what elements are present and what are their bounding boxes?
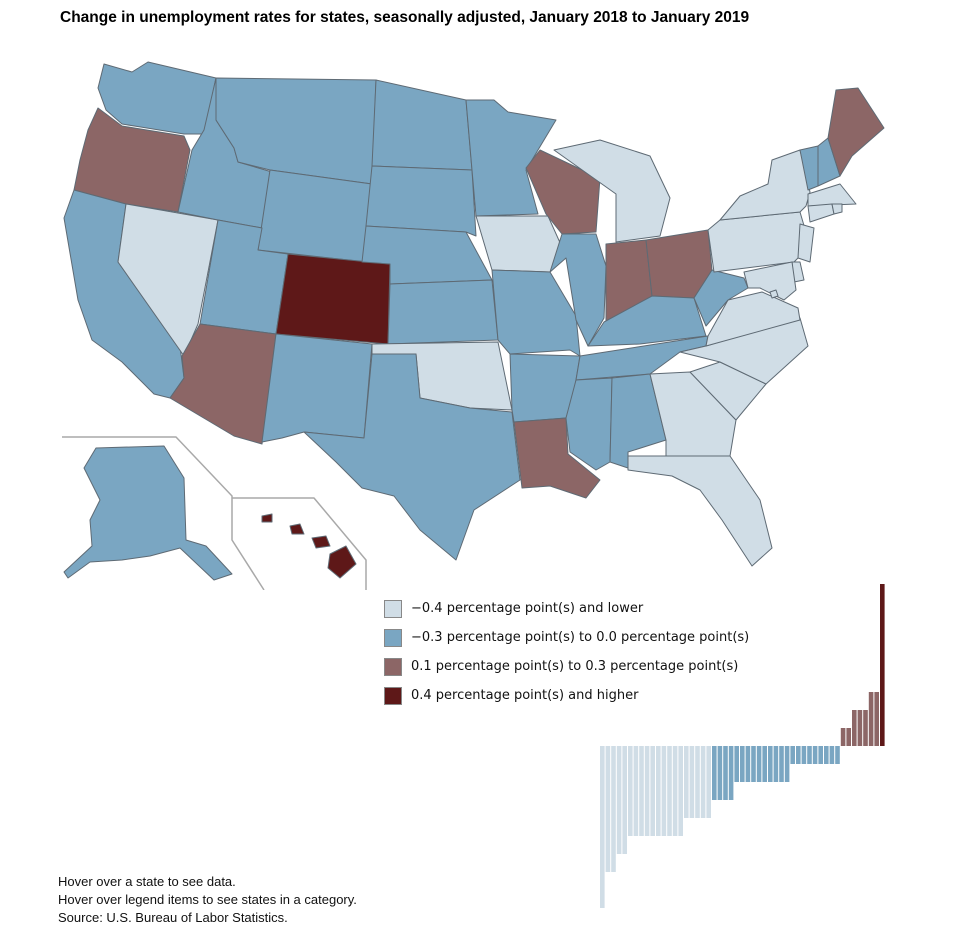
state-TX[interactable] [303, 353, 521, 561]
distribution-bar[interactable] [756, 746, 762, 782]
distribution-bar[interactable] [611, 746, 616, 872]
distribution-bar[interactable] [857, 710, 863, 746]
distribution-bar[interactable] [605, 746, 611, 872]
distribution-bar[interactable] [818, 746, 823, 764]
distribution-bar[interactable] [801, 746, 807, 764]
state-WA[interactable] [97, 61, 217, 135]
distribution-bar[interactable] [745, 746, 751, 782]
distribution-bar[interactable] [768, 746, 773, 782]
distribution-bar[interactable] [678, 746, 683, 836]
distribution-bar[interactable] [740, 746, 745, 782]
distribution-bar[interactable] [784, 746, 790, 782]
us-states-map [62, 61, 885, 590]
distribution-bar[interactable] [661, 746, 667, 836]
distribution-bar[interactable] [880, 584, 885, 746]
state-OR[interactable] [73, 107, 191, 213]
distribution-bar[interactable] [622, 746, 627, 854]
legend-swatch-cat2 [384, 628, 402, 647]
state-HI-oahu[interactable] [289, 523, 305, 535]
distribution-bar[interactable] [824, 746, 829, 764]
state-MD[interactable] [743, 261, 797, 301]
state-WI[interactable] [525, 149, 601, 235]
chart-title: Change in unemployment rates for states,… [60, 9, 750, 26]
distribution-bar[interactable] [706, 746, 711, 818]
distribution-bar[interactable] [600, 746, 605, 908]
footer-source: Source: U.S. Bureau of Labor Statistics. [58, 910, 288, 925]
legend-swatch-cat3 [384, 657, 402, 676]
footer-hover-legend-note: Hover over legend items to see states in… [58, 892, 357, 907]
state-AK[interactable] [63, 445, 233, 581]
footer: Hover over a state to see data. Hover ov… [58, 873, 357, 927]
distribution-bar[interactable] [773, 746, 779, 782]
state-NJ[interactable] [797, 223, 815, 263]
distribution-bar[interactable] [751, 746, 756, 782]
distribution-bar[interactable] [762, 746, 767, 782]
distribution-bar[interactable] [695, 746, 700, 818]
distribution-bar[interactable] [723, 746, 728, 800]
distribution-bar[interactable] [863, 710, 868, 746]
distribution-bar[interactable] [874, 692, 879, 746]
state-shapes [63, 61, 885, 581]
state-HI-maui[interactable] [311, 535, 331, 549]
legend-item-cat4[interactable]: 0.4 percentage point(s) and higher [384, 681, 749, 710]
state-SD[interactable] [365, 165, 477, 237]
distribution-bar[interactable] [644, 746, 650, 836]
distribution-bar[interactable] [812, 746, 818, 764]
distribution-bar[interactable] [672, 746, 678, 836]
distribution-bar[interactable] [633, 746, 639, 836]
state-FL[interactable] [627, 455, 773, 567]
legend: −0.4 percentage point(s) and lower −0.3 … [384, 594, 749, 710]
distribution-bar[interactable] [728, 746, 734, 800]
alaska-inset-border [62, 436, 265, 590]
distribution-bar[interactable] [846, 728, 851, 746]
distribution-bar[interactable] [717, 746, 723, 800]
state-RI[interactable] [831, 203, 843, 215]
distribution-bar[interactable] [656, 746, 661, 836]
distribution-bar[interactable] [616, 746, 622, 854]
distribution-bar[interactable] [650, 746, 655, 836]
legend-label-cat1: −0.4 percentage point(s) and lower [411, 601, 644, 616]
state-ME[interactable] [827, 87, 885, 177]
hawaii-inset-border [232, 497, 367, 590]
footer-hover-state-note: Hover over a state to see data. [58, 874, 236, 889]
distribution-bar[interactable] [639, 746, 644, 836]
distribution-bar[interactable] [684, 746, 689, 818]
distribution-bar[interactable] [852, 710, 857, 746]
distribution-bar[interactable] [779, 746, 784, 782]
legend-swatch-cat1 [384, 599, 402, 618]
legend-label-cat4: 0.4 percentage point(s) and higher [411, 688, 639, 703]
distribution-bar[interactable] [700, 746, 706, 818]
distribution-bar[interactable] [840, 728, 846, 746]
distribution-bar[interactable] [689, 746, 695, 818]
distribution-bar[interactable] [868, 692, 874, 746]
state-MI[interactable] [553, 139, 671, 243]
distribution-bar[interactable] [835, 746, 840, 764]
distribution-bar[interactable] [790, 746, 795, 764]
state-MA[interactable] [807, 183, 857, 207]
distribution-bar[interactable] [807, 746, 812, 764]
legend-swatch-cat4 [384, 686, 402, 705]
distribution-bar[interactable] [628, 746, 633, 836]
distribution-bar[interactable] [734, 746, 739, 782]
distribution-bar[interactable] [796, 746, 801, 764]
state-HI-kauai[interactable] [261, 513, 273, 523]
distribution-bar[interactable] [829, 746, 835, 764]
state-MO[interactable] [491, 269, 581, 357]
legend-label-cat2: −0.3 percentage point(s) to 0.0 percenta… [411, 630, 750, 645]
legend-item-cat2[interactable]: −0.3 percentage point(s) to 0.0 percenta… [384, 623, 749, 652]
state-DC[interactable] [769, 289, 779, 299]
state-HI[interactable] [327, 545, 357, 579]
distribution-bar[interactable] [712, 746, 717, 800]
state-MN[interactable] [465, 99, 557, 217]
distribution-bar[interactable] [667, 746, 672, 836]
legend-label-cat3: 0.1 percentage point(s) to 0.3 percentag… [411, 659, 739, 674]
legend-item-cat3[interactable]: 0.1 percentage point(s) to 0.3 percentag… [384, 652, 749, 681]
legend-item-cat1[interactable]: −0.4 percentage point(s) and lower [384, 594, 749, 623]
